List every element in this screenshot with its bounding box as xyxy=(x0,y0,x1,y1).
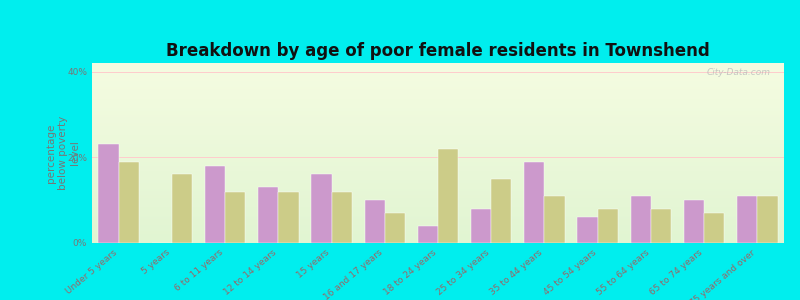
Bar xyxy=(118,162,139,243)
Bar xyxy=(258,187,278,243)
Bar xyxy=(172,174,192,243)
Bar xyxy=(438,149,458,243)
Bar xyxy=(98,144,118,243)
Bar xyxy=(331,192,352,243)
Bar xyxy=(365,200,385,243)
Bar xyxy=(684,200,704,243)
Bar xyxy=(491,179,511,243)
Bar xyxy=(471,209,491,243)
Title: Breakdown by age of poor female residents in Townshend: Breakdown by age of poor female resident… xyxy=(166,42,710,60)
Bar xyxy=(598,209,618,243)
Bar xyxy=(545,196,565,243)
Bar xyxy=(651,209,671,243)
Bar xyxy=(225,192,246,243)
Bar xyxy=(737,196,758,243)
Bar xyxy=(758,196,778,243)
Bar xyxy=(278,192,298,243)
Bar xyxy=(205,166,225,243)
Bar xyxy=(418,226,438,243)
Bar xyxy=(578,217,598,243)
Bar xyxy=(704,213,724,243)
Bar xyxy=(524,162,545,243)
Bar xyxy=(630,196,651,243)
Bar xyxy=(385,213,405,243)
Bar xyxy=(311,174,331,243)
Y-axis label: percentage
below poverty
level: percentage below poverty level xyxy=(46,116,79,190)
Text: City-Data.com: City-Data.com xyxy=(706,68,770,77)
